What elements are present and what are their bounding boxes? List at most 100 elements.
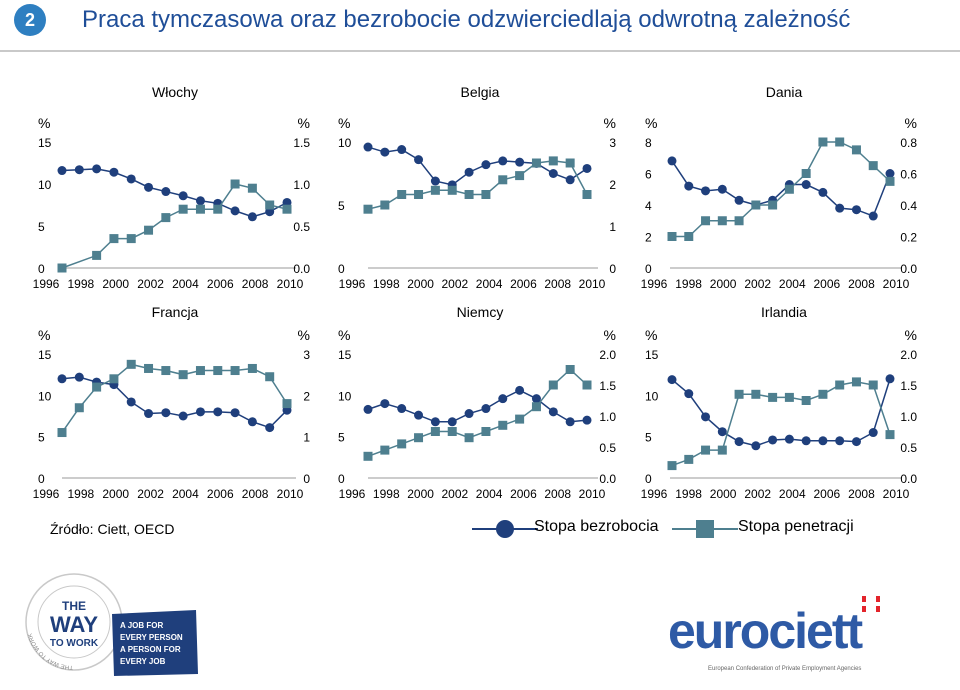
penetration-point	[784, 184, 794, 194]
penetration-point	[265, 372, 275, 382]
penetration-point	[515, 414, 525, 424]
left-tick-label: 10	[338, 389, 352, 403]
penetration-point	[801, 396, 811, 405]
unemployment-point	[57, 374, 67, 384]
unemployment-point	[885, 169, 895, 178]
x-tick-label: 2002	[137, 487, 164, 501]
chart-title: Włochy	[152, 84, 198, 100]
left-tick-label: 0	[645, 472, 652, 486]
x-tick-label: 2000	[710, 487, 737, 501]
x-tick-label: 1996	[641, 277, 668, 291]
chart-irlandia: Irlandia 0 5 10 15% 0.0 0.5 1.0 1.5 2.0% 1996 1998 2…	[641, 304, 918, 501]
penetration-point	[447, 185, 457, 195]
right-tick-label: 0.5	[900, 441, 917, 455]
unemployment-line	[61, 168, 288, 218]
left-tick-label: 0	[38, 262, 45, 276]
unemployment-point	[717, 184, 727, 194]
unemployment-point	[447, 417, 457, 427]
unemployment-point	[161, 408, 171, 418]
unemployment-point	[548, 169, 558, 178]
penetration-point	[784, 392, 794, 402]
unemployment-point	[801, 436, 811, 446]
penetration-point	[161, 213, 171, 223]
left-tick-label: 0	[645, 262, 652, 276]
right-tick-label: 0.0	[599, 472, 616, 486]
x-tick-label: 2010	[277, 277, 304, 291]
penetration-point	[247, 363, 257, 373]
x-tick-label: 2006	[207, 487, 234, 501]
penetration-point	[498, 175, 508, 185]
right-unit-label: %	[298, 115, 310, 131]
x-tick-label: 2002	[442, 487, 469, 501]
x-tick-label: 2010	[277, 487, 304, 501]
unemployment-point	[230, 206, 240, 216]
penetration-point	[397, 439, 407, 449]
right-tick-label: 3	[609, 136, 616, 150]
badge-way: WAY	[50, 612, 98, 637]
penetration-point	[565, 158, 575, 168]
badge-tag-1: A JOB FOR	[120, 621, 163, 630]
unemployment-point	[734, 195, 744, 205]
x-tick-label: 2004	[172, 277, 199, 291]
left-tick-label: 0	[338, 472, 345, 486]
right-tick-label: 0.5	[293, 220, 310, 234]
penetration-point	[481, 190, 491, 199]
penetration-point	[498, 420, 508, 430]
chart-dania: Dania 0 2 4 6 8% 0.0 0.2 0.4 0.6 0.8% 1996 1998 2000 2…	[641, 84, 918, 291]
right-tick-label: 0.8	[900, 136, 917, 150]
legend-penetration-icon	[672, 520, 738, 538]
right-tick-label: 1	[609, 220, 616, 234]
penetration-point	[768, 392, 778, 402]
penetration-point	[126, 234, 136, 244]
right-tick-label: 0.4	[900, 199, 917, 213]
left-tick-label: 2	[645, 231, 652, 245]
penetration-point	[363, 204, 373, 214]
right-tick-label: 2	[303, 389, 310, 403]
penetration-point	[230, 179, 240, 189]
unemployment-point	[363, 142, 373, 152]
penetration-point	[531, 158, 541, 168]
left-tick-label: 5	[338, 431, 345, 445]
x-tick-label: 2010	[579, 277, 606, 291]
penetration-point	[109, 234, 119, 244]
chart-title: Dania	[766, 84, 803, 100]
penetration-point	[684, 232, 694, 241]
x-tick-label: 2002	[744, 487, 771, 501]
right-unit-label: %	[298, 327, 310, 343]
slide-number-badge: 2	[14, 4, 46, 36]
legend-penetration-label: Stopa penetracji	[738, 518, 854, 535]
unemployment-point	[582, 163, 592, 173]
left-tick-label: 15	[38, 348, 52, 362]
unemployment-point	[57, 166, 67, 176]
x-tick-label: 2004	[476, 277, 503, 291]
left-tick-label: 5	[338, 199, 345, 213]
x-tick-label: 2000	[407, 277, 434, 291]
penetration-point	[57, 263, 67, 273]
unemployment-point	[397, 145, 407, 155]
unemployment-point	[818, 187, 828, 197]
penetration-point	[582, 380, 592, 390]
unemployment-point	[195, 407, 205, 417]
x-tick-label: 1998	[675, 487, 702, 501]
unemployment-point	[464, 409, 474, 419]
x-tick-label: 1996	[641, 487, 668, 501]
x-tick-label: 2000	[407, 487, 434, 501]
penetration-point	[430, 185, 440, 195]
unemployment-point	[835, 436, 845, 446]
x-tick-label: 2010	[579, 487, 606, 501]
unemployment-point	[161, 187, 171, 197]
badge-tag-4: EVERY JOB	[120, 657, 166, 666]
unemployment-point	[430, 417, 440, 427]
left-tick-label: 0	[338, 262, 345, 276]
unemployment-point	[498, 156, 508, 166]
penetration-point	[684, 454, 694, 464]
right-tick-label: 0	[303, 472, 310, 486]
penetration-point	[734, 216, 744, 226]
penetration-point	[835, 380, 845, 390]
unemployment-point	[74, 165, 84, 175]
right-tick-label: 3	[303, 348, 310, 362]
penetration-point	[178, 204, 188, 214]
unemployment-line	[671, 378, 891, 447]
unemployment-point	[667, 375, 677, 385]
